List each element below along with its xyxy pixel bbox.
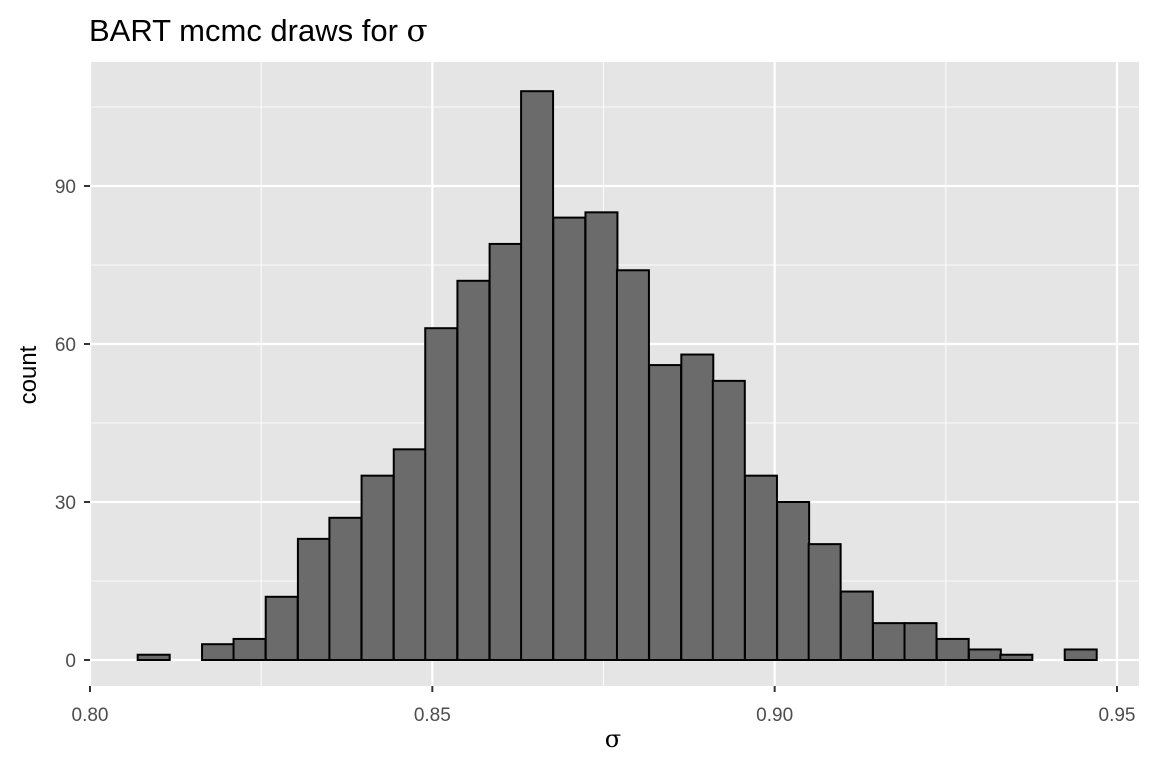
histogram-bars	[136, 90, 1098, 662]
histogram-bar	[520, 90, 555, 661]
x-tick-label: 0.80	[72, 705, 109, 726]
histogram-bar	[999, 653, 1034, 662]
histogram-bar	[711, 379, 746, 661]
histogram-bar	[935, 637, 970, 662]
histogram-bar	[456, 279, 491, 661]
x-axis-title: σ	[605, 725, 621, 753]
histogram-bar	[232, 637, 267, 662]
axes: 0.80 0.85 0.90 0.95 0 30 60 90	[55, 177, 1136, 726]
histogram-bar	[615, 269, 650, 661]
histogram-bar	[872, 622, 906, 662]
x-tick-label: 0.95	[1099, 705, 1136, 726]
histogram-bar	[776, 501, 811, 661]
chart-title: BART mcmc draws for σ	[89, 13, 428, 49]
histogram-bar	[136, 653, 171, 662]
histogram-bar	[552, 216, 587, 661]
histogram-bar	[264, 595, 299, 661]
histogram-bar	[392, 448, 427, 662]
y-tick-label: 90	[55, 177, 76, 198]
histogram-bar	[1063, 648, 1098, 662]
chart-title-text: BART mcmc draws for	[89, 13, 407, 48]
histogram-bar	[903, 622, 938, 662]
histogram-bar	[967, 648, 1002, 662]
histogram-bar	[360, 474, 395, 661]
histogram-bar	[328, 516, 363, 661]
x-tick-label: 0.85	[414, 705, 451, 726]
y-tick-label: 0	[65, 651, 76, 672]
histogram-bar	[296, 537, 331, 661]
histogram-bar	[488, 242, 523, 662]
chart-title-symbol: σ	[407, 13, 428, 49]
y-axis-title: count	[15, 345, 42, 404]
histogram-bar	[201, 643, 236, 662]
x-tick-label: 0.90	[756, 705, 793, 726]
histogram-bar	[743, 474, 778, 661]
y-tick-label: 30	[55, 493, 76, 514]
histogram-bar	[584, 211, 619, 661]
histogram-bar	[424, 327, 459, 661]
histogram-bar	[807, 543, 842, 662]
histogram-bar	[680, 353, 715, 661]
y-tick-label: 60	[55, 335, 76, 356]
histogram-bar	[839, 590, 874, 661]
histogram-bar	[648, 364, 683, 661]
